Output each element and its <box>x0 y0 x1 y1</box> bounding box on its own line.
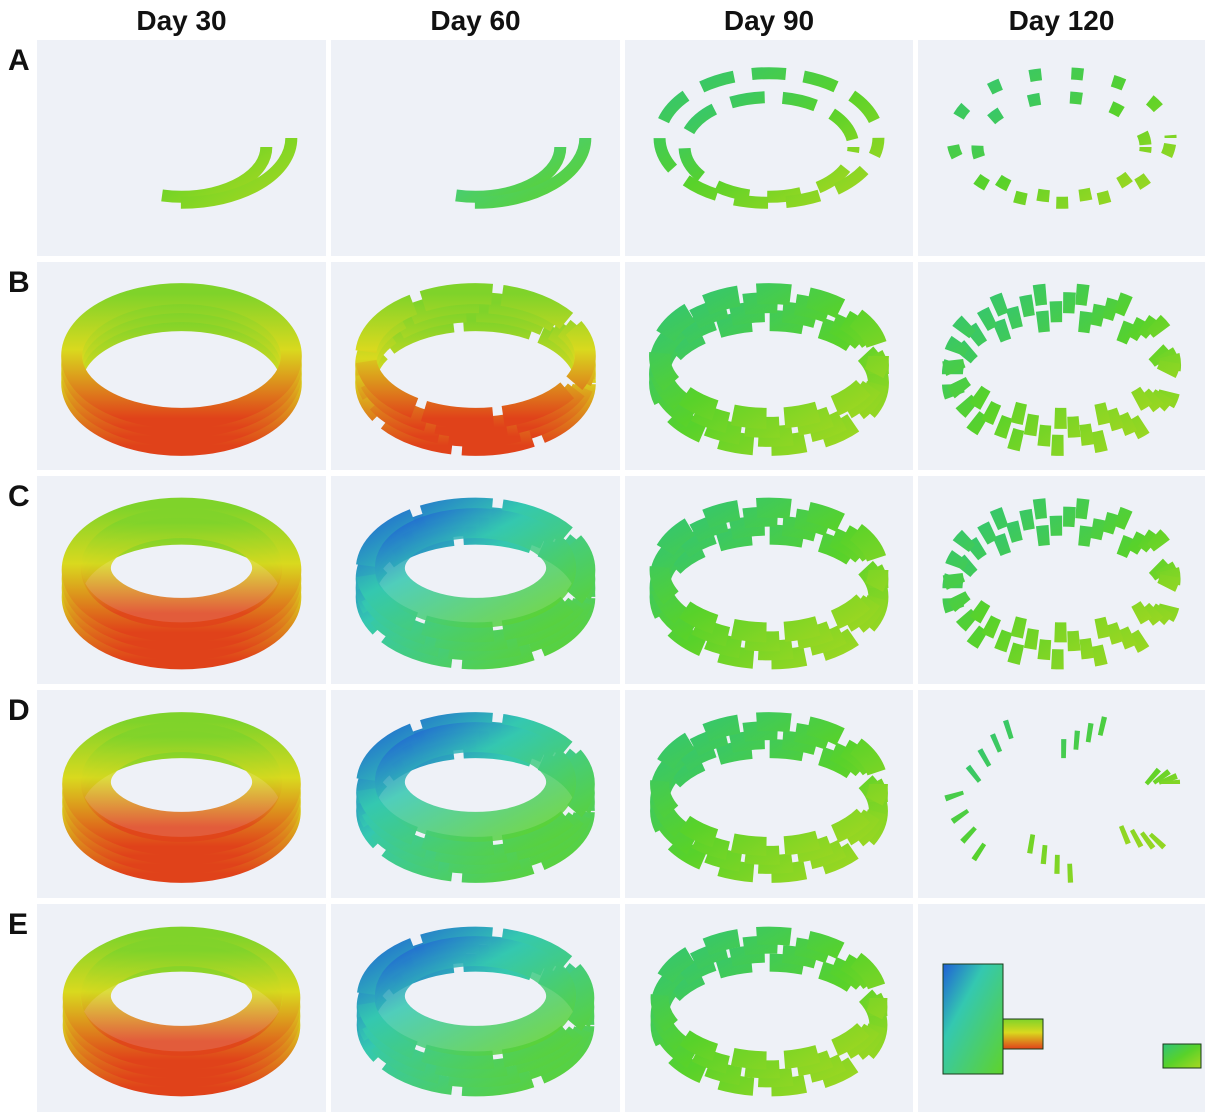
row-label: B <box>8 266 30 299</box>
row-label: E <box>8 908 28 941</box>
panel <box>331 40 620 256</box>
column-header: Day 60 <box>430 5 520 36</box>
page: Day 30Day 60Day 90Day 120ABCDE (() => { … <box>0 0 1205 1118</box>
column-header: Day 120 <box>1009 5 1115 36</box>
row-label: C <box>8 480 30 513</box>
column-header: Day 30 <box>136 5 226 36</box>
fragment <box>1163 1044 1201 1068</box>
fragment <box>943 964 1003 1074</box>
row-label: A <box>8 44 30 77</box>
panel <box>37 40 326 256</box>
fragment <box>1003 1019 1043 1049</box>
row-label: D <box>8 694 30 727</box>
panel <box>918 40 1205 256</box>
column-header: Day 90 <box>724 5 814 36</box>
figure: Day 30 Day 60 Day 90 Day 120 A B C D E <box>0 0 1205 1118</box>
